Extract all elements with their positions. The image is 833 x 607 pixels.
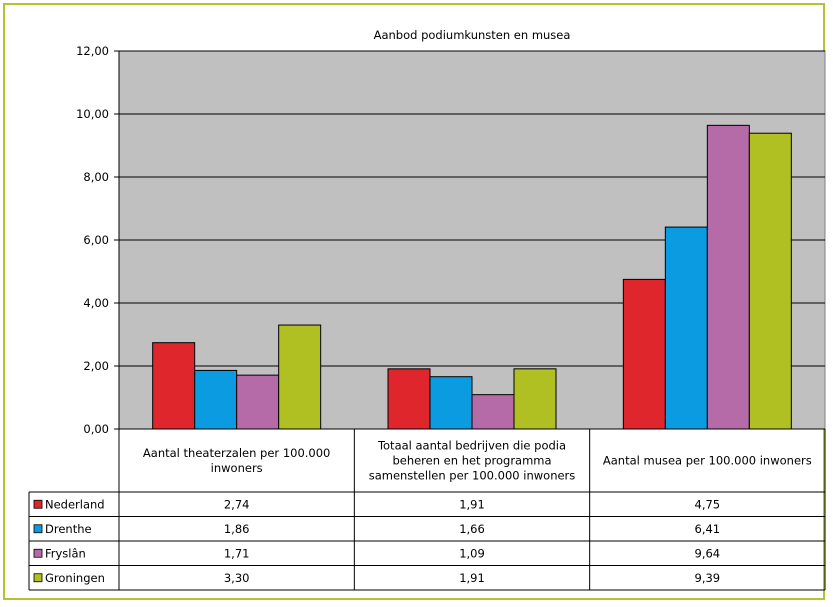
- legend-label: Nederland: [45, 497, 105, 511]
- legend-key: [33, 548, 43, 558]
- data-label: 1,86: [224, 522, 250, 536]
- x-category-label: samenstellen per 100.000 inwoners: [369, 469, 576, 483]
- x-category-label: inwoners: [211, 461, 263, 475]
- bar: [387, 368, 431, 430]
- y-tick-label: 4,00: [83, 296, 109, 310]
- data-label: 1,91: [459, 571, 485, 585]
- data-label: 9,39: [695, 571, 721, 585]
- data-label: 9,64: [695, 546, 721, 560]
- bar: [748, 132, 792, 430]
- legend-key: [33, 499, 43, 509]
- data-label: 3,30: [224, 571, 250, 585]
- data-label: 6,41: [695, 522, 721, 536]
- legend-key: [33, 524, 43, 534]
- bar: [194, 369, 238, 430]
- legend-key: [33, 573, 43, 583]
- y-tick-label: 12,00: [76, 44, 109, 58]
- x-category-label: Totaal aantal bedrijven die podia: [377, 439, 566, 453]
- bar: [706, 124, 750, 430]
- bar: [429, 376, 473, 430]
- x-category-label: beheren en het programma: [392, 454, 551, 468]
- data-label: 1,91: [459, 497, 485, 511]
- bar: [664, 226, 708, 430]
- legend-label: Fryslân: [45, 546, 86, 560]
- data-label: 4,75: [695, 497, 721, 511]
- data-label: 1,09: [459, 546, 485, 560]
- bar: [471, 394, 515, 430]
- bar: [513, 368, 557, 430]
- data-label: 1,71: [224, 546, 250, 560]
- bar: [236, 374, 280, 430]
- y-tick-label: 10,00: [76, 107, 109, 121]
- chart-title: Aanbod podiumkunsten en musea: [374, 28, 571, 42]
- bar: [152, 342, 196, 430]
- x-category-label: Aantal musea per 100.000 inwoners: [603, 454, 812, 468]
- legend-label: Groningen: [45, 571, 105, 585]
- y-tick-label: 6,00: [83, 233, 109, 247]
- bar: [622, 278, 666, 430]
- data-label: 2,74: [224, 497, 250, 511]
- bar: [278, 324, 322, 430]
- y-tick-label: 8,00: [83, 170, 109, 184]
- x-category-label: Aantal theaterzalen per 100.000: [143, 446, 330, 460]
- y-tick-label: 2,00: [83, 359, 109, 373]
- legend-label: Drenthe: [45, 522, 92, 536]
- data-label: 1,66: [459, 522, 485, 536]
- y-tick-label: 0,00: [83, 422, 109, 436]
